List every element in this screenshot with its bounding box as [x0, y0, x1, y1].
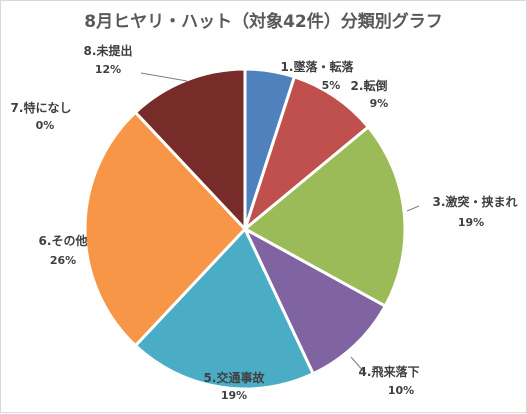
pie-slice — [133, 226, 316, 391]
pie-slice — [241, 74, 371, 234]
slice-label: 2.転倒 — [351, 78, 388, 93]
slice-percent-label: 0% — [36, 119, 55, 132]
pie-slice — [241, 225, 388, 376]
pie-slice — [242, 124, 407, 309]
slice-percent-label: 19% — [221, 389, 247, 402]
chart-title: 8月ヒヤリ・ハット（対象42件）分類別グラフ — [84, 12, 443, 32]
slice-label: 5.交通事故 — [204, 370, 266, 385]
slice-percent-label: 19% — [458, 216, 484, 229]
slice-label: 1.墜落・転落 — [281, 59, 355, 74]
pie-slice — [133, 67, 247, 233]
leader-line — [406, 205, 420, 212]
slice-percent-label: 9% — [370, 97, 389, 110]
slice-percent-label: 12% — [95, 63, 121, 76]
pie-slice — [83, 110, 248, 348]
slice-label: 4.飛来落下 — [359, 364, 420, 379]
slice-label: 6.その他 — [39, 233, 88, 248]
leader-line — [350, 356, 366, 374]
slice-percent-label: 5% — [322, 79, 341, 92]
slice-percent-label: 26% — [50, 254, 76, 267]
slice-label: 3.激突・挟まれ — [433, 194, 518, 209]
slice-label: 8.未提出 — [84, 43, 133, 58]
leader-line — [140, 72, 188, 82]
slice-percent-label: 10% — [388, 384, 414, 397]
slice-label: 7.特になし — [11, 100, 72, 115]
